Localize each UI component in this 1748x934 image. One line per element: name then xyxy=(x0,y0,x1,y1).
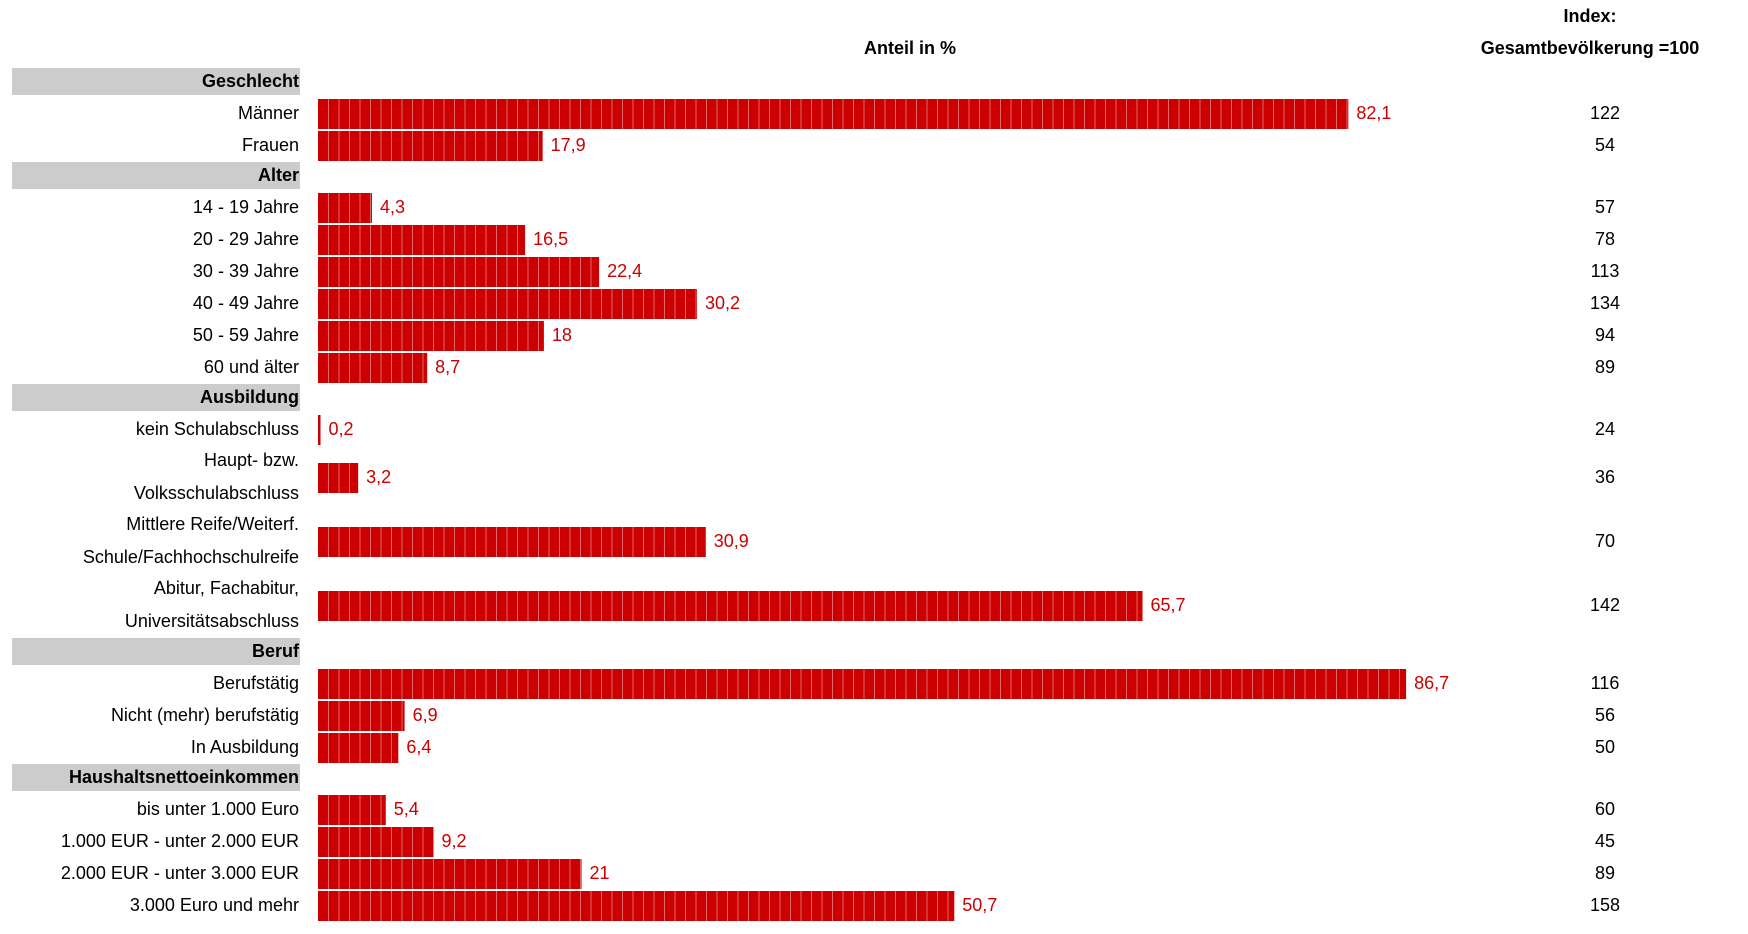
bar xyxy=(318,795,386,825)
index-value: 142 xyxy=(1590,595,1620,615)
row-label: Nicht (mehr) berufstätig xyxy=(111,705,299,725)
row-label: Schule/Fachhochschulreife xyxy=(83,547,299,567)
bar-value-label: 65,7 xyxy=(1151,595,1186,615)
bar xyxy=(318,289,698,319)
index-value: 116 xyxy=(1591,673,1620,693)
row-label: Haupt- bzw. xyxy=(204,450,299,470)
bar-value-label: 50,7 xyxy=(962,895,997,915)
bar-value-label: 6,9 xyxy=(413,705,438,725)
index-value: 89 xyxy=(1595,863,1615,883)
bar xyxy=(318,353,428,383)
section-label: Beruf xyxy=(252,641,300,661)
index-value: 78 xyxy=(1595,229,1615,249)
section-label: Ausbildung xyxy=(200,387,299,407)
bar xyxy=(318,321,544,351)
bar-value-label: 18 xyxy=(552,325,572,345)
bar xyxy=(318,99,1349,129)
section-band xyxy=(12,764,300,791)
row-label: kein Schulabschluss xyxy=(136,419,299,439)
row-label: 40 - 49 Jahre xyxy=(193,293,299,313)
index-column-header-line2: Gesamtbevölkerung =100 xyxy=(1480,38,1700,58)
section-label: Geschlecht xyxy=(202,71,299,91)
value-column-header: Anteil in % xyxy=(863,38,956,58)
index-value: 50 xyxy=(1595,737,1615,757)
section-band xyxy=(12,68,300,95)
bar xyxy=(318,591,1143,621)
index-value: 45 xyxy=(1595,831,1615,851)
row-label: In Ausbildung xyxy=(191,737,299,757)
row-label: Mittlere Reife/Weiterf. xyxy=(126,514,299,534)
index-value: 36 xyxy=(1595,467,1615,487)
row-label: 50 - 59 Jahre xyxy=(193,325,299,345)
index-value: 24 xyxy=(1595,419,1615,439)
section-band xyxy=(12,638,300,665)
index-value: 122 xyxy=(1590,103,1620,123)
row-label: 14 - 19 Jahre xyxy=(193,197,299,217)
index-value: 94 xyxy=(1595,325,1615,345)
row-label: 30 - 39 Jahre xyxy=(193,261,299,281)
index-value: 60 xyxy=(1595,799,1615,819)
section-label: Haushaltsnettoeinkommen xyxy=(69,767,299,787)
section-label: Alter xyxy=(258,165,299,185)
index-value: 158 xyxy=(1590,895,1620,915)
bar xyxy=(318,463,359,493)
row-label: Universitätsabschluss xyxy=(125,611,299,631)
index-value: 54 xyxy=(1595,135,1615,155)
index-value: 56 xyxy=(1595,705,1615,725)
bar xyxy=(318,669,1407,699)
index-value: 113 xyxy=(1591,261,1620,281)
row-label: Volksschulabschluss xyxy=(134,483,299,503)
row-label: bis unter 1.000 Euro xyxy=(137,799,299,819)
bar-value-label: 5,4 xyxy=(394,799,419,819)
bar xyxy=(318,827,434,857)
bar-value-label: 6,4 xyxy=(406,737,431,757)
row-label: 2.000 EUR - unter 3.000 EUR xyxy=(61,863,299,883)
bar-value-label: 16,5 xyxy=(533,229,568,249)
bar-value-label: 86,7 xyxy=(1414,673,1449,693)
row-label: 3.000 Euro und mehr xyxy=(130,895,299,915)
bar xyxy=(318,257,600,287)
bar-value-label: 8,7 xyxy=(435,357,460,377)
bar-value-label: 3,2 xyxy=(366,467,391,487)
row-label: 20 - 29 Jahre xyxy=(193,229,299,249)
bar-value-label: 0,2 xyxy=(329,419,354,439)
bar xyxy=(318,733,399,763)
row-label: 1.000 EUR - unter 2.000 EUR xyxy=(61,831,299,851)
bar-value-label: 17,9 xyxy=(551,135,586,155)
bar-value-label: 82,1 xyxy=(1356,103,1391,123)
index-value: 57 xyxy=(1595,197,1615,217)
row-label: Frauen xyxy=(242,135,299,155)
index-value: 70 xyxy=(1595,531,1615,551)
index-value: 134 xyxy=(1590,293,1620,313)
row-label: 60 und älter xyxy=(204,357,299,377)
bar-value-label: 4,3 xyxy=(380,197,405,217)
bar xyxy=(318,225,526,255)
bar-value-label: 22,4 xyxy=(607,261,642,281)
index-column-header-line1: Index: xyxy=(1563,6,1617,26)
bar-value-label: 30,9 xyxy=(714,531,749,551)
bar xyxy=(318,527,706,557)
index-value: 89 xyxy=(1595,357,1615,377)
bar xyxy=(318,859,582,889)
bar-value-label: 9,2 xyxy=(441,831,466,851)
bar xyxy=(318,193,372,223)
row-label: Berufstätig xyxy=(213,673,299,693)
bar xyxy=(318,131,543,161)
bar xyxy=(318,891,955,921)
bar-value-label: 21 xyxy=(590,863,610,883)
bar xyxy=(318,701,405,731)
bar xyxy=(318,415,321,445)
section-band xyxy=(12,162,300,189)
row-label: Abitur, Fachabitur, xyxy=(154,578,299,598)
row-label: Männer xyxy=(238,103,299,123)
bar-value-label: 30,2 xyxy=(705,293,740,313)
section-band xyxy=(12,384,300,411)
